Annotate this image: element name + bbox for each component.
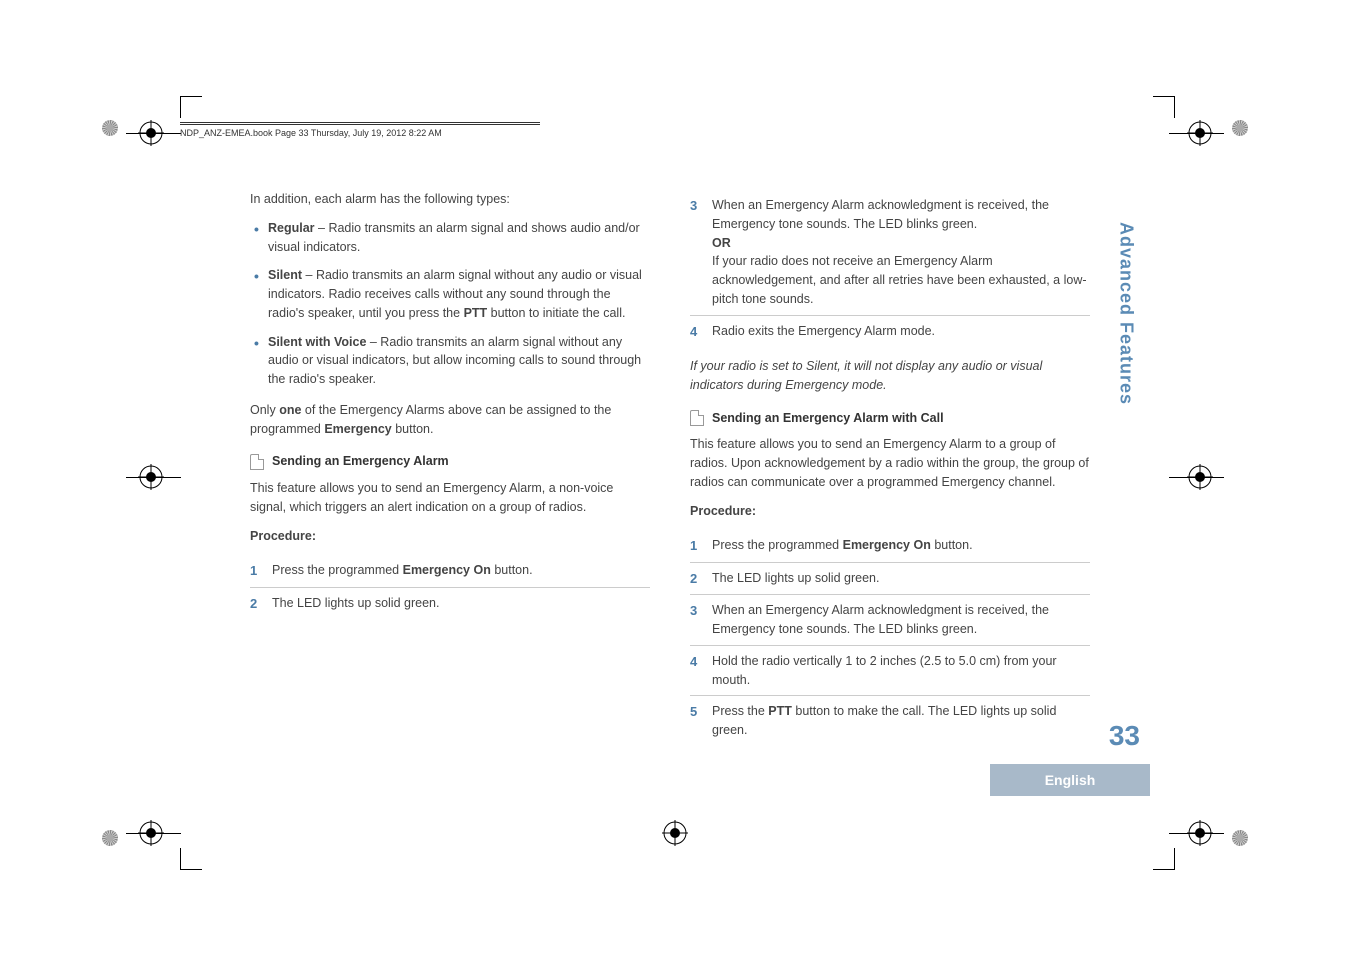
registration-mark [138, 820, 164, 846]
color-bar-tl [100, 118, 120, 138]
registration-mark [662, 820, 688, 846]
step-item: 4Radio exits the Emergency Alarm mode. [690, 316, 1090, 348]
color-bar-bl [100, 828, 120, 848]
alarm-types-list: Regular – Radio transmits an alarm signa… [250, 219, 650, 389]
registration-mark [138, 120, 164, 146]
step-item: 1Press the programmed Emergency On butto… [250, 555, 650, 588]
language-label: English [990, 764, 1150, 796]
section-desc: This feature allows you to send an Emerg… [250, 479, 650, 517]
page-icon [690, 410, 704, 426]
page-number: 33 [1109, 720, 1140, 752]
section-heading: Sending an Emergency Alarm with Call [690, 409, 1090, 428]
crop-mark-tr [1153, 96, 1175, 118]
procedure-label: Procedure: [690, 502, 1090, 521]
page-header: NDP_ANZ-EMEA.book Page 33 Thursday, July… [180, 124, 540, 138]
section-title: Sending an Emergency Alarm [272, 452, 449, 471]
list-item: Silent with Voice – Radio transmits an a… [250, 333, 650, 389]
intro-text: In addition, each alarm has the followin… [250, 190, 650, 209]
right-column: 3When an Emergency Alarm acknowledgment … [690, 190, 1090, 746]
page-icon [250, 454, 264, 470]
step-item: 3When an Emergency Alarm acknowledgment … [690, 595, 1090, 646]
procedure-steps-cont: 3When an Emergency Alarm acknowledgment … [690, 190, 1090, 347]
sidebar-title: Advanced Features [1116, 222, 1137, 405]
section-heading: Sending an Emergency Alarm [250, 452, 650, 471]
registration-mark [1187, 464, 1213, 490]
procedure-label: Procedure: [250, 527, 650, 546]
section-desc: This feature allows you to send an Emerg… [690, 435, 1090, 491]
step-item: 1Press the programmed Emergency On butto… [690, 530, 1090, 563]
step-item: 4Hold the radio vertically 1 to 2 inches… [690, 646, 1090, 697]
list-item: Silent – Radio transmits an alarm signal… [250, 266, 650, 322]
left-column: In addition, each alarm has the followin… [250, 190, 650, 746]
crop-mark-bl [180, 848, 202, 870]
crop-mark-br [1153, 848, 1175, 870]
page-content: In addition, each alarm has the followin… [250, 190, 1090, 746]
italic-note: If your radio is set to Silent, it will … [690, 357, 1090, 395]
color-bar-br [1230, 828, 1250, 848]
section-title: Sending an Emergency Alarm with Call [712, 409, 944, 428]
color-bar-tr [1230, 118, 1250, 138]
procedure-steps-2: 1Press the programmed Emergency On butto… [690, 530, 1090, 746]
registration-mark [138, 464, 164, 490]
step-item: 2The LED lights up solid green. [250, 588, 650, 620]
procedure-steps: 1Press the programmed Emergency On butto… [250, 555, 650, 619]
step-item: 5Press the PTT button to make the call. … [690, 696, 1090, 746]
step-item: 2The LED lights up solid green. [690, 563, 1090, 596]
step-item: 3When an Emergency Alarm acknowledgment … [690, 190, 1090, 316]
crop-mark-tl [180, 96, 202, 118]
sidebar-tab: Advanced Features [1112, 222, 1140, 467]
registration-mark [1187, 820, 1213, 846]
note-text: Only one of the Emergency Alarms above c… [250, 401, 650, 439]
list-item: Regular – Radio transmits an alarm signa… [250, 219, 650, 257]
registration-mark [1187, 120, 1213, 146]
